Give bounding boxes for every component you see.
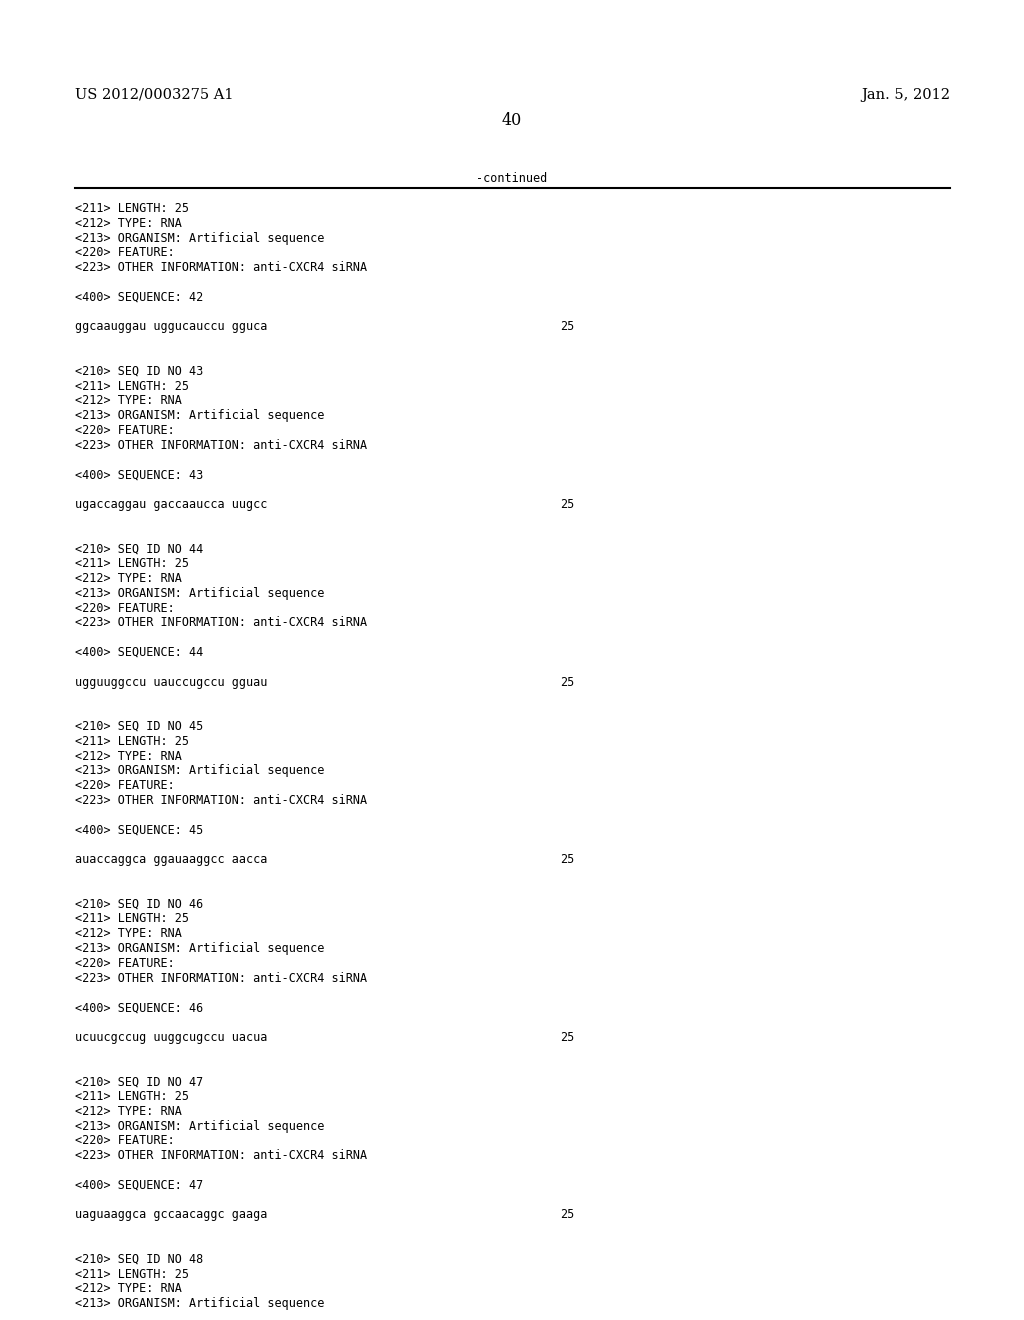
Text: <211> LENGTH: 25: <211> LENGTH: 25 bbox=[75, 1090, 189, 1104]
Text: <223> OTHER INFORMATION: anti-CXCR4 siRNA: <223> OTHER INFORMATION: anti-CXCR4 siRN… bbox=[75, 616, 368, 630]
Text: <223> OTHER INFORMATION: anti-CXCR4 siRNA: <223> OTHER INFORMATION: anti-CXCR4 siRN… bbox=[75, 1150, 368, 1162]
Text: <220> FEATURE:: <220> FEATURE: bbox=[75, 957, 175, 970]
Text: <212> TYPE: RNA: <212> TYPE: RNA bbox=[75, 216, 182, 230]
Text: <212> TYPE: RNA: <212> TYPE: RNA bbox=[75, 395, 182, 408]
Text: <212> TYPE: RNA: <212> TYPE: RNA bbox=[75, 1105, 182, 1118]
Text: 25: 25 bbox=[560, 853, 574, 866]
Text: US 2012/0003275 A1: US 2012/0003275 A1 bbox=[75, 88, 233, 102]
Text: <211> LENGTH: 25: <211> LENGTH: 25 bbox=[75, 1267, 189, 1280]
Text: <213> ORGANISM: Artificial sequence: <213> ORGANISM: Artificial sequence bbox=[75, 942, 325, 954]
Text: 25: 25 bbox=[560, 1208, 574, 1221]
Text: <223> OTHER INFORMATION: anti-CXCR4 siRNA: <223> OTHER INFORMATION: anti-CXCR4 siRN… bbox=[75, 261, 368, 275]
Text: <220> FEATURE:: <220> FEATURE: bbox=[75, 779, 175, 792]
Text: <211> LENGTH: 25: <211> LENGTH: 25 bbox=[75, 202, 189, 215]
Text: <223> OTHER INFORMATION: anti-CXCR4 siRNA: <223> OTHER INFORMATION: anti-CXCR4 siRN… bbox=[75, 972, 368, 985]
Text: <223> OTHER INFORMATION: anti-CXCR4 siRNA: <223> OTHER INFORMATION: anti-CXCR4 siRN… bbox=[75, 795, 368, 807]
Text: <213> ORGANISM: Artificial sequence: <213> ORGANISM: Artificial sequence bbox=[75, 1119, 325, 1133]
Text: <210> SEQ ID NO 47: <210> SEQ ID NO 47 bbox=[75, 1076, 203, 1088]
Text: <212> TYPE: RNA: <212> TYPE: RNA bbox=[75, 750, 182, 763]
Text: <220> FEATURE:: <220> FEATURE: bbox=[75, 247, 175, 260]
Text: ucuucgccug uuggcugccu uacua: ucuucgccug uuggcugccu uacua bbox=[75, 1031, 267, 1044]
Text: ggcaauggau uggucauccu gguca: ggcaauggau uggucauccu gguca bbox=[75, 321, 267, 334]
Text: <211> LENGTH: 25: <211> LENGTH: 25 bbox=[75, 557, 189, 570]
Text: <210> SEQ ID NO 46: <210> SEQ ID NO 46 bbox=[75, 898, 203, 911]
Text: <212> TYPE: RNA: <212> TYPE: RNA bbox=[75, 572, 182, 585]
Text: <211> LENGTH: 25: <211> LENGTH: 25 bbox=[75, 912, 189, 925]
Text: -continued: -continued bbox=[476, 172, 548, 185]
Text: <400> SEQUENCE: 45: <400> SEQUENCE: 45 bbox=[75, 824, 203, 837]
Text: <223> OTHER INFORMATION: anti-CXCR4 siRNA: <223> OTHER INFORMATION: anti-CXCR4 siRN… bbox=[75, 438, 368, 451]
Text: <213> ORGANISM: Artificial sequence: <213> ORGANISM: Artificial sequence bbox=[75, 1298, 325, 1311]
Text: <210> SEQ ID NO 45: <210> SEQ ID NO 45 bbox=[75, 719, 203, 733]
Text: <213> ORGANISM: Artificial sequence: <213> ORGANISM: Artificial sequence bbox=[75, 764, 325, 777]
Text: Jan. 5, 2012: Jan. 5, 2012 bbox=[861, 88, 950, 102]
Text: <400> SEQUENCE: 46: <400> SEQUENCE: 46 bbox=[75, 1001, 203, 1014]
Text: <213> ORGANISM: Artificial sequence: <213> ORGANISM: Artificial sequence bbox=[75, 409, 325, 422]
Text: <400> SEQUENCE: 42: <400> SEQUENCE: 42 bbox=[75, 290, 203, 304]
Text: 40: 40 bbox=[502, 112, 522, 129]
Text: <213> ORGANISM: Artificial sequence: <213> ORGANISM: Artificial sequence bbox=[75, 587, 325, 599]
Text: <212> TYPE: RNA: <212> TYPE: RNA bbox=[75, 1283, 182, 1295]
Text: <220> FEATURE:: <220> FEATURE: bbox=[75, 424, 175, 437]
Text: <220> FEATURE:: <220> FEATURE: bbox=[75, 1134, 175, 1147]
Text: <211> LENGTH: 25: <211> LENGTH: 25 bbox=[75, 380, 189, 392]
Text: <210> SEQ ID NO 44: <210> SEQ ID NO 44 bbox=[75, 543, 203, 556]
Text: 25: 25 bbox=[560, 498, 574, 511]
Text: 25: 25 bbox=[560, 1031, 574, 1044]
Text: <213> ORGANISM: Artificial sequence: <213> ORGANISM: Artificial sequence bbox=[75, 231, 325, 244]
Text: <400> SEQUENCE: 47: <400> SEQUENCE: 47 bbox=[75, 1179, 203, 1192]
Text: <210> SEQ ID NO 43: <210> SEQ ID NO 43 bbox=[75, 364, 203, 378]
Text: ugaccaggau gaccaaucca uugcc: ugaccaggau gaccaaucca uugcc bbox=[75, 498, 267, 511]
Text: <400> SEQUENCE: 43: <400> SEQUENCE: 43 bbox=[75, 469, 203, 482]
Text: <210> SEQ ID NO 48: <210> SEQ ID NO 48 bbox=[75, 1253, 203, 1266]
Text: ugguuggccu uauccugccu gguau: ugguuggccu uauccugccu gguau bbox=[75, 676, 267, 689]
Text: <212> TYPE: RNA: <212> TYPE: RNA bbox=[75, 927, 182, 940]
Text: uaguaaggca gccaacaggc gaaga: uaguaaggca gccaacaggc gaaga bbox=[75, 1208, 267, 1221]
Text: 25: 25 bbox=[560, 676, 574, 689]
Text: <220> FEATURE:: <220> FEATURE: bbox=[75, 602, 175, 615]
Text: <400> SEQUENCE: 44: <400> SEQUENCE: 44 bbox=[75, 645, 203, 659]
Text: auaccaggca ggauaaggcc aacca: auaccaggca ggauaaggcc aacca bbox=[75, 853, 267, 866]
Text: <211> LENGTH: 25: <211> LENGTH: 25 bbox=[75, 735, 189, 748]
Text: 25: 25 bbox=[560, 321, 574, 334]
